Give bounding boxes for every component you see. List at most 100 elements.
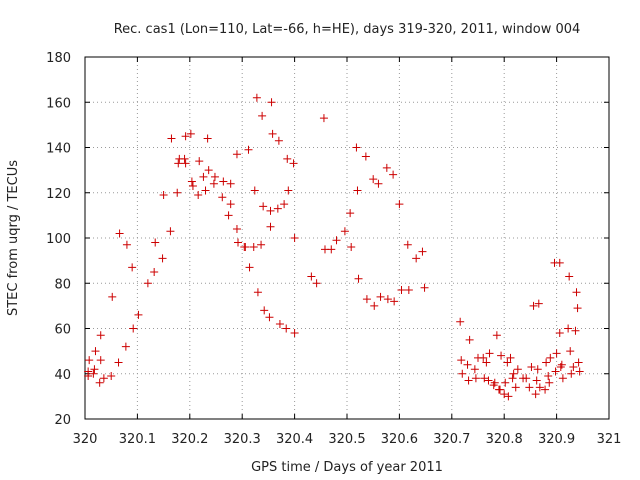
data-point: [210, 172, 219, 181]
data-point: [290, 329, 299, 338]
data-point: [370, 301, 379, 310]
data-point: [531, 390, 540, 399]
y-axis-label: STEC from uqrg / TECUs: [6, 160, 21, 316]
data-point: [201, 186, 210, 195]
data-point: [195, 157, 204, 166]
data-point: [128, 263, 137, 272]
data-points: [84, 93, 584, 401]
data-point: [395, 200, 404, 209]
data-point: [362, 295, 371, 304]
y-tick-label: 60: [54, 323, 71, 338]
data-point: [245, 263, 254, 272]
data-point: [412, 254, 421, 263]
data-point: [346, 209, 355, 218]
x-tick-label: 320.5: [328, 432, 365, 447]
data-point: [204, 166, 213, 175]
data-point: [574, 358, 583, 367]
data-point: [555, 258, 564, 267]
data-point: [85, 356, 94, 365]
x-tick-label: 320.7: [433, 432, 470, 447]
data-point: [471, 374, 480, 383]
data-point: [203, 134, 212, 143]
data-point: [347, 243, 356, 252]
data-point: [107, 372, 116, 381]
data-point: [529, 301, 538, 310]
data-point: [166, 227, 175, 236]
data-point: [181, 132, 190, 141]
data-point: [275, 319, 284, 328]
data-point: [226, 179, 235, 188]
y-tick-labels: 20 40 60 80 100 120 140 160 180: [46, 51, 71, 428]
data-point: [257, 240, 266, 249]
data-point: [273, 204, 282, 213]
data-point: [307, 272, 316, 281]
data-point: [484, 376, 493, 385]
data-point: [525, 383, 534, 392]
data-point: [489, 381, 498, 390]
data-point: [464, 376, 473, 385]
x-axis-label: GPS time / Days of year 2011: [251, 460, 443, 475]
data-point: [226, 200, 235, 209]
x-tick-label: 320.4: [276, 432, 313, 447]
data-point: [250, 186, 259, 195]
data-point: [397, 286, 406, 295]
data-point: [115, 229, 124, 238]
data-point: [551, 367, 560, 376]
data-point: [249, 243, 258, 252]
chart-title: Rec. cas1 (Lon=110, Lat=-66, h=HE), days…: [114, 22, 581, 37]
data-point: [463, 360, 472, 369]
x-tick-label: 320.3: [224, 432, 261, 447]
data-point: [312, 279, 321, 288]
data-point: [173, 188, 182, 197]
data-point: [283, 154, 292, 163]
plot-frame: [84, 56, 610, 420]
data-point: [376, 292, 385, 301]
data-point: [522, 374, 531, 383]
data-point: [199, 172, 208, 181]
data-point: [340, 227, 349, 236]
y-tick-label: 80: [54, 277, 71, 292]
y-tick-label: 40: [54, 368, 71, 383]
x-tick-label: 320.9: [538, 432, 575, 447]
data-point: [218, 193, 227, 202]
data-point: [252, 93, 261, 102]
data-point: [552, 349, 561, 358]
data-point: [159, 191, 168, 200]
data-point: [129, 324, 138, 333]
data-point: [268, 129, 277, 138]
x-tick-label: 320: [73, 432, 98, 447]
data-point: [544, 372, 553, 381]
data-point: [353, 186, 362, 195]
data-point: [219, 177, 228, 186]
data-point: [265, 313, 274, 322]
data-point: [383, 295, 392, 304]
y-tick-label: 100: [46, 232, 71, 247]
data-point: [89, 369, 98, 378]
y-tick-label: 140: [46, 142, 71, 157]
data-point: [91, 347, 100, 356]
data-point: [470, 365, 479, 374]
grid-lines: [85, 57, 609, 419]
data-point: [174, 159, 183, 168]
data-point: [501, 378, 510, 387]
data-point: [187, 177, 196, 186]
data-point: [354, 274, 363, 283]
data-point: [490, 378, 499, 387]
data-point: [535, 383, 544, 392]
data-point: [266, 206, 275, 215]
data-point: [389, 170, 398, 179]
data-point: [480, 374, 489, 383]
x-tick-labels: 320 320.1 320.2 320.3 320.4 320.5 320.6 320.7 32…: [73, 432, 622, 447]
data-point: [404, 286, 413, 295]
data-point: [572, 288, 581, 297]
data-point: [121, 342, 130, 351]
data-point: [420, 283, 429, 292]
data-point: [566, 347, 575, 356]
data-point: [457, 356, 466, 365]
y-tick-label: 160: [46, 96, 71, 111]
data-point: [527, 362, 536, 371]
data-point: [542, 358, 551, 367]
data-point: [503, 358, 512, 367]
data-point: [508, 374, 517, 383]
data-point: [485, 349, 494, 358]
